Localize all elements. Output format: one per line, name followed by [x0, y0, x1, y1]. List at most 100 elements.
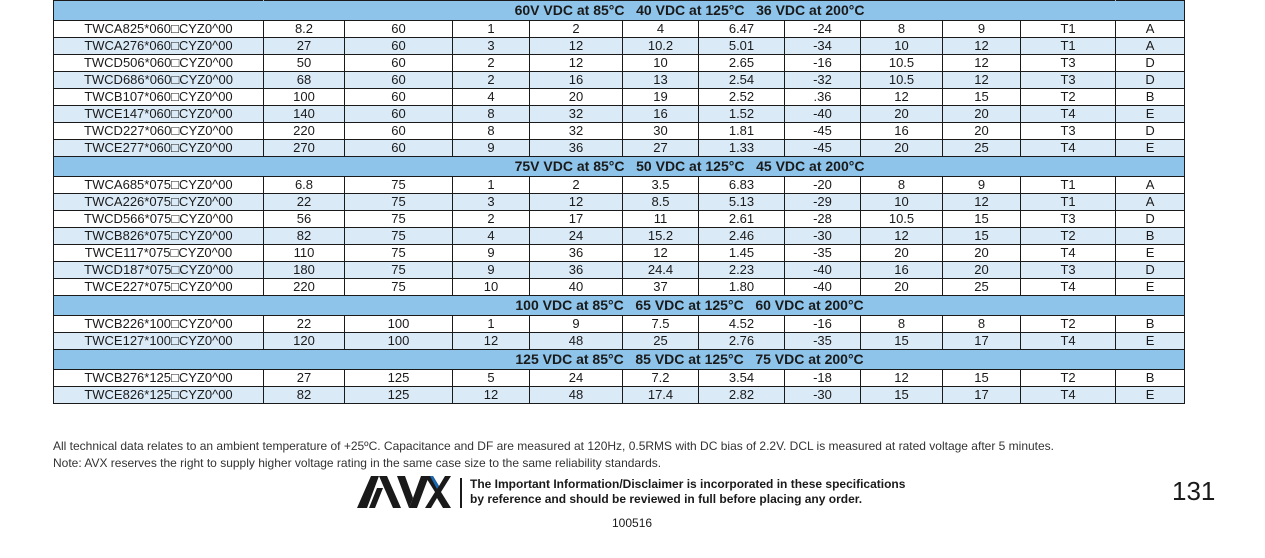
table-cell: 1.81: [698, 122, 785, 140]
table-cell: 100: [344, 332, 453, 350]
table-cell: 1.33: [698, 139, 785, 157]
section-header-spacer: [1115, 349, 1186, 370]
table-cell: 50: [263, 54, 345, 72]
table-cell: 60: [344, 54, 453, 72]
table-cell: T3: [1019, 122, 1117, 140]
table-cell: 5.13: [698, 193, 785, 211]
table-cell: 15: [942, 369, 1021, 387]
table-cell: 6.83: [698, 176, 785, 194]
table-cell: E: [1115, 278, 1186, 296]
table-cell: 75: [344, 210, 453, 228]
table-row: TWCE227*075□CYZ0^00 220 75 10 40 37 1.80 -40 20 2…: [53, 278, 1186, 296]
table-cell: 1: [452, 176, 530, 194]
table-cell: 24: [529, 227, 623, 245]
table-cell: 15.2: [622, 227, 699, 245]
footnote-conditions: All technical data relates to an ambient…: [53, 439, 1055, 453]
table-row: TWCD187*075□CYZ0^00 180 75 9 36 24.4 2.23 -40 16…: [53, 261, 1186, 279]
table-row: TWCE127*100□CYZ0^00 120 100 12 48 25 2.76 -35 15…: [53, 332, 1186, 350]
part-number-cell: TWCD187*075□CYZ0^00: [53, 261, 264, 279]
table-cell: 180: [263, 261, 345, 279]
table-cell: 20: [860, 139, 943, 157]
table-cell: 3: [452, 37, 530, 55]
table-cell: 2.61: [698, 210, 785, 228]
table-cell: 20: [860, 105, 943, 123]
table-cell: 3.5: [622, 176, 699, 194]
table-cell: 2.46: [698, 227, 785, 245]
section-header-text: 125 VDC at 85°C 85 VDC at 125°C 75 VDC a…: [515, 351, 864, 367]
table-cell: 15: [942, 210, 1021, 228]
table-cell: -28: [784, 210, 861, 228]
table-cell: 16: [622, 105, 699, 123]
table-cell: -24: [784, 20, 861, 38]
table-row: TWCB826*075□CYZ0^00 82 75 4 24 15.2 2.46 -30 12 1…: [53, 227, 1186, 245]
table-cell: T4: [1019, 386, 1117, 404]
table-cell: E: [1115, 105, 1186, 123]
table-cell: 2.65: [698, 54, 785, 72]
table-cell: 7.2: [622, 369, 699, 387]
table-cell: 20: [942, 244, 1021, 262]
table-cell: -35: [784, 332, 861, 350]
table-cell: 8: [452, 122, 530, 140]
table-row: TWCE147*060□CYZ0^00 140 60 8 32 16 1.52 -40 20 20…: [53, 105, 1186, 123]
table-cell: 10.2: [622, 37, 699, 55]
section-header-cell: 75V VDC at 85°C 50 VDC at 125°C 45 VDC a…: [262, 156, 1117, 177]
table-cell: A: [1115, 193, 1186, 211]
table-cell: 60: [344, 37, 453, 55]
table-row: TWCE117*075□CYZ0^00 110 75 9 36 12 1.45 -35 20 20…: [53, 244, 1186, 262]
part-number-cell: TWCE826*125□CYZ0^00: [53, 386, 264, 404]
table-cell: B: [1115, 369, 1186, 387]
table-cell: 56: [263, 210, 345, 228]
table-cell: 60: [344, 88, 453, 106]
table-cell: 10: [622, 54, 699, 72]
section-header-spacer: [53, 349, 264, 370]
table-cell: 20: [942, 122, 1021, 140]
table-cell: 68: [263, 71, 345, 89]
table-cell: -29: [784, 193, 861, 211]
table-cell: -40: [784, 105, 861, 123]
table-cell: 2: [529, 176, 623, 194]
section-header-cell: 60V VDC at 85°C 40 VDC at 125°C 36 VDC a…: [262, 0, 1117, 21]
section-header-spacer: [53, 156, 264, 177]
table-cell: 32: [529, 122, 623, 140]
table-cell: -45: [784, 122, 861, 140]
table-row: TWCA226*075□CYZ0^00 22 75 3 12 8.5 5.13 -29 10 12…: [53, 193, 1186, 211]
part-number-cell: TWCA226*075□CYZ0^00: [53, 193, 264, 211]
table-cell: 82: [263, 386, 345, 404]
table-cell: T4: [1019, 139, 1117, 157]
table-cell: 220: [263, 278, 345, 296]
table-cell: B: [1115, 227, 1186, 245]
part-number-cell: TWCD566*075□CYZ0^00: [53, 210, 264, 228]
table-cell: D: [1115, 71, 1186, 89]
part-number-cell: TWCA276*060□CYZ0^00: [53, 37, 264, 55]
section-header-row: 60V VDC at 85°C 40 VDC at 125°C 36 VDC a…: [53, 0, 1186, 21]
section-header-text: 75V VDC at 85°C 50 VDC at 125°C 45 VDC a…: [514, 158, 865, 174]
table-cell: 2.76: [698, 332, 785, 350]
part-number-cell: TWCA825*060□CYZ0^00: [53, 20, 264, 38]
capacitor-spec-table: 60V VDC at 85°C 40 VDC at 125°C 36 VDC a…: [53, 0, 1186, 404]
table-cell: 2.52: [698, 88, 785, 106]
table-cell: 8: [860, 176, 943, 194]
table-cell: 10.5: [860, 210, 943, 228]
table-cell: 16: [529, 71, 623, 89]
part-number-cell: TWCE147*060□CYZ0^00: [53, 105, 264, 123]
table-row: TWCD506*060□CYZ0^00 50 60 2 12 10 2.65 -16 10.5 1…: [53, 54, 1186, 72]
section-header-row: 100 VDC at 85°C 65 VDC at 125°C 60 VDC a…: [53, 295, 1186, 316]
table-cell: 36: [529, 139, 623, 157]
table-row: TWCA685*075□CYZ0^00 6.8 75 1 2 3.5 6.83 -20 8 9 T1…: [53, 176, 1186, 194]
disclaimer-line-1: The Important Information/Disclaimer is …: [470, 477, 906, 491]
section-header-spacer: [53, 0, 264, 21]
footnotes: All technical data relates to an ambient…: [53, 438, 1054, 472]
table-cell: 75: [344, 176, 453, 194]
table-cell: T3: [1019, 71, 1117, 89]
section-header-cell: 100 VDC at 85°C 65 VDC at 125°C 60 VDC a…: [262, 295, 1117, 316]
part-number-cell: TWCB826*075□CYZ0^00: [53, 227, 264, 245]
table-row: TWCA825*060□CYZ0^00 8.2 60 1 2 4 6.47 -24 8 9 T1 A: [53, 20, 1186, 38]
table-cell: 17: [942, 332, 1021, 350]
table-cell: -35: [784, 244, 861, 262]
table-cell: 60: [344, 105, 453, 123]
table-cell: T2: [1019, 369, 1117, 387]
table-cell: 36: [529, 261, 623, 279]
table-cell: T2: [1019, 88, 1117, 106]
table-cell: -32: [784, 71, 861, 89]
table-body: 60V VDC at 85°C 40 VDC at 125°C 36 VDC a…: [53, 0, 1186, 404]
